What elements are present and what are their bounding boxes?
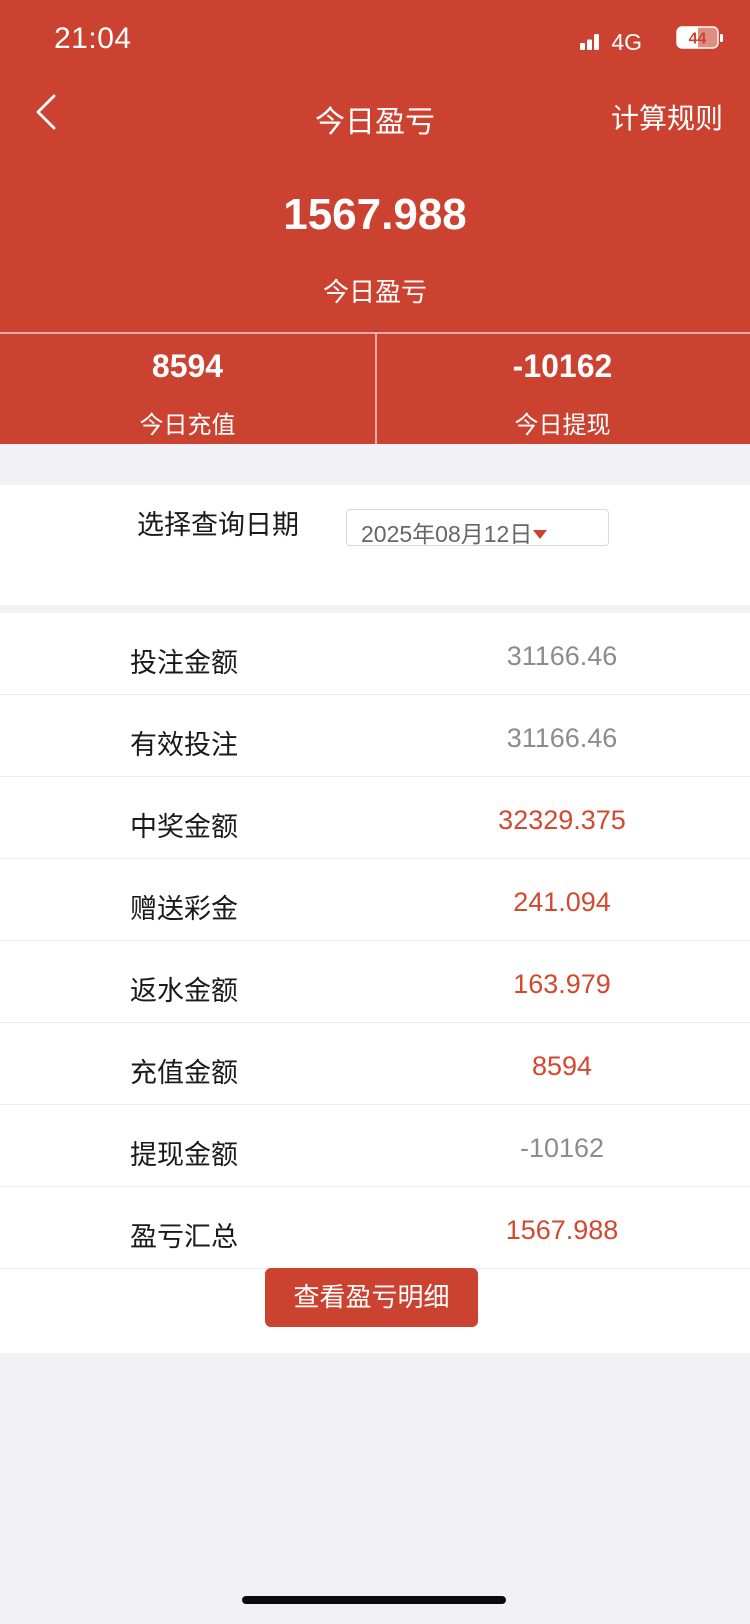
- svg-text:44: 44: [689, 31, 707, 48]
